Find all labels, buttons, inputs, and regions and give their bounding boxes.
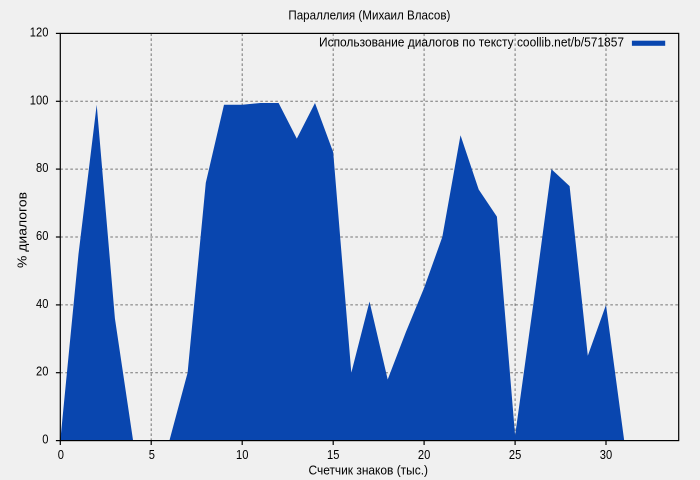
svg-text:15: 15 — [327, 447, 339, 462]
svg-text:Счетчик знаков (тыс.): Счетчик знаков (тыс.) — [309, 463, 429, 478]
svg-text:30: 30 — [600, 447, 612, 462]
svg-text:Использование диалогов по текс: Использование диалогов по тексту coollib… — [319, 34, 624, 49]
svg-text:40: 40 — [36, 296, 48, 311]
svg-text:0: 0 — [58, 447, 64, 462]
svg-text:0: 0 — [42, 432, 48, 447]
svg-text:25: 25 — [509, 447, 521, 462]
svg-text:% диалогов: % диалогов — [14, 192, 29, 268]
svg-text:20: 20 — [36, 364, 48, 379]
svg-text:10: 10 — [236, 447, 248, 462]
svg-text:120: 120 — [30, 24, 49, 39]
svg-text:80: 80 — [36, 160, 48, 175]
svg-text:5: 5 — [149, 447, 155, 462]
svg-text:60: 60 — [36, 228, 48, 243]
svg-text:100: 100 — [30, 92, 49, 107]
svg-text:Параллелия (Михаил Власов): Параллелия (Михаил Власов) — [288, 8, 450, 23]
svg-text:20: 20 — [418, 447, 430, 462]
